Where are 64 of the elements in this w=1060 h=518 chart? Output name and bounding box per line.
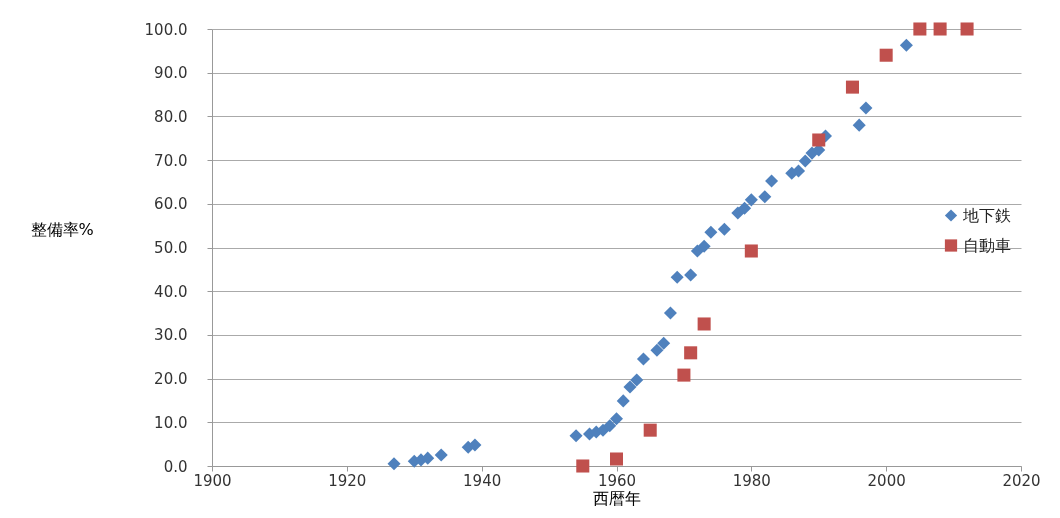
x-tick-label: 1960 xyxy=(597,471,637,490)
point xyxy=(609,452,624,466)
legend-label: 自動車 xyxy=(963,235,1011,255)
point xyxy=(643,423,657,437)
y-tick-label: 80.0 xyxy=(154,107,188,126)
point xyxy=(630,373,644,387)
point xyxy=(636,352,650,366)
point xyxy=(792,164,806,178)
y-tick-label: 0.0 xyxy=(163,457,188,476)
point xyxy=(609,412,624,426)
x-tick-label: 2020 xyxy=(1002,471,1041,490)
point xyxy=(765,174,779,188)
point xyxy=(576,459,590,473)
point xyxy=(569,429,583,443)
point xyxy=(859,101,873,115)
point xyxy=(616,394,630,408)
y-tick-label: 20.0 xyxy=(154,370,188,389)
point xyxy=(899,38,913,52)
y-tick-label: 60.0 xyxy=(154,195,188,214)
point xyxy=(845,80,859,94)
point xyxy=(879,48,893,62)
x-axis-title: 西暦年 xyxy=(593,488,641,508)
point xyxy=(812,133,826,147)
x-tick-label: 1920 xyxy=(328,471,367,490)
point xyxy=(650,343,664,357)
point xyxy=(684,268,698,282)
y-tick-label: 90.0 xyxy=(154,64,188,83)
point xyxy=(697,317,711,331)
y-tick-label: 10.0 xyxy=(154,413,188,432)
point xyxy=(623,380,637,394)
y-tick-label: 70.0 xyxy=(154,151,188,170)
x-tick-label: 2000 xyxy=(867,471,906,490)
point xyxy=(421,451,435,465)
legend-label: 地下鉄 xyxy=(962,205,1011,225)
point xyxy=(738,201,752,215)
y-tick-label: 50.0 xyxy=(154,239,188,257)
point xyxy=(913,22,927,36)
point xyxy=(657,336,671,350)
point xyxy=(933,22,947,36)
y-axis-title: 整備率% xyxy=(30,219,94,239)
point xyxy=(434,448,448,462)
point xyxy=(690,244,704,258)
point xyxy=(387,457,401,471)
point xyxy=(744,193,758,207)
point xyxy=(677,368,691,382)
point xyxy=(704,225,718,239)
y-tick-label: 30.0 xyxy=(154,326,188,345)
point xyxy=(603,419,617,433)
point xyxy=(670,270,684,284)
y-tick-label: 40.0 xyxy=(154,282,188,301)
x-tick-label: 1900 xyxy=(193,471,232,490)
point xyxy=(697,239,711,253)
point xyxy=(744,244,758,258)
x-tick-label: 1980 xyxy=(732,471,771,490)
point xyxy=(468,438,482,452)
x-tick-label: 1940 xyxy=(463,471,502,490)
point xyxy=(758,190,772,204)
y-tick-label: 100.0 xyxy=(144,20,188,39)
point xyxy=(960,22,974,36)
point xyxy=(717,222,731,236)
point xyxy=(684,346,698,360)
point xyxy=(798,154,812,168)
point xyxy=(663,306,677,320)
point xyxy=(852,118,866,132)
